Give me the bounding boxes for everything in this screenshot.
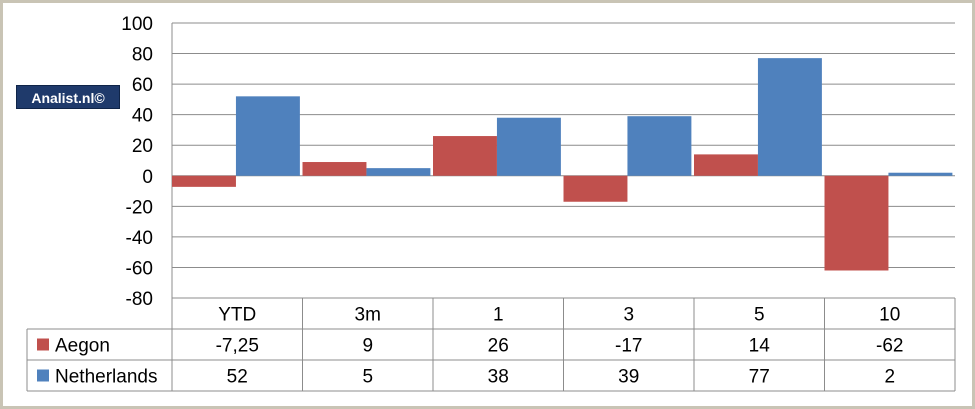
category-label: 1 [493, 305, 504, 326]
y-axis: 100 80 60 40 20 0 -20 -40 -60 -80 [121, 14, 173, 310]
bar-aegon-3m [302, 162, 367, 176]
bar-aegon-ytd [172, 175, 236, 187]
data-label: 52 [227, 367, 248, 388]
y-tick-label: 40 [132, 106, 153, 127]
bar-aegon-10 [824, 175, 889, 271]
legend-key-aegon [37, 338, 49, 351]
y-tick-label: -80 [126, 289, 153, 310]
bar-aegon-5 [694, 154, 758, 176]
data-label: 39 [618, 367, 639, 388]
bar-aegon-1 [433, 136, 497, 176]
legend-label-netherlands: Netherlands [55, 367, 157, 388]
bar-aegon-3 [563, 175, 628, 202]
data-label: -17 [615, 336, 642, 357]
legend-label-aegon: Aegon [55, 336, 110, 357]
category-label: YTD [218, 305, 256, 326]
category-label: 10 [879, 305, 900, 326]
data-label: 9 [362, 336, 373, 357]
data-label: -62 [876, 336, 903, 357]
data-label: 2 [884, 367, 895, 388]
category-label: 3 [623, 305, 634, 326]
y-tick-label: 100 [121, 14, 153, 35]
bar-chart: 100 80 60 40 20 0 -20 -40 -60 -80 YTD 3m 1 3 5 10 Aegon… [26, 14, 956, 392]
data-label: 77 [749, 367, 770, 388]
y-tick-label: -60 [126, 258, 153, 279]
bar-netherlands-ytd [235, 96, 300, 176]
data-label: -7,25 [216, 336, 259, 357]
data-label: 38 [488, 367, 509, 388]
y-tick-label: -40 [126, 228, 153, 249]
category-label: 5 [754, 305, 765, 326]
data-label: 5 [362, 367, 373, 388]
y-tick-label: -20 [126, 197, 153, 218]
bar-netherlands-3 [627, 116, 692, 176]
data-label: 26 [488, 336, 509, 357]
data-label: 14 [749, 336, 771, 357]
bar-netherlands-1 [496, 117, 561, 176]
legend-key-netherlands [37, 369, 49, 382]
bars [172, 58, 953, 271]
bar-netherlands-10 [888, 172, 953, 176]
y-tick-label: 80 [132, 45, 153, 66]
data-table: YTD 3m 1 3 5 10 Aegon -7,25 9 26 -17 14 -62 Netherlan… [26, 297, 956, 392]
y-tick-label: 0 [142, 167, 153, 188]
y-tick-label: 20 [132, 136, 153, 157]
bar-netherlands-5 [757, 58, 822, 176]
bar-netherlands-3m [366, 168, 431, 176]
y-tick-label: 60 [132, 75, 153, 96]
category-label: 3m [355, 305, 381, 326]
analist-logo: Analist.nl© [16, 85, 120, 109]
